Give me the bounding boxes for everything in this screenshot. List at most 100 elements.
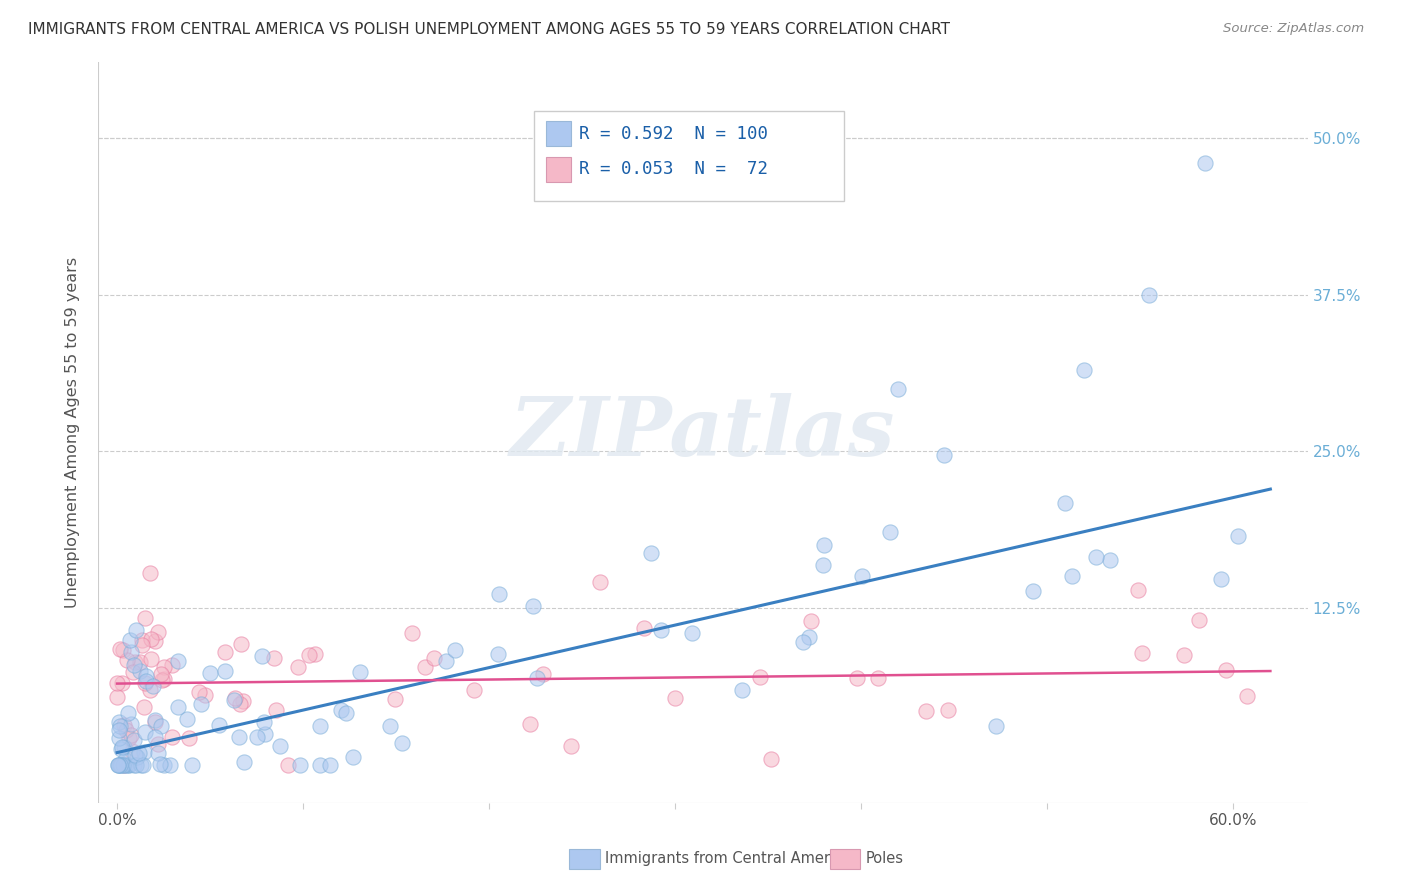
Point: [526, 671, 548, 685]
Point: [153, 758, 176, 772]
Point: [176, 713, 198, 727]
Point: [800, 614, 823, 628]
Point: [560, 739, 582, 753]
Point: [232, 694, 254, 708]
Point: [160, 730, 183, 744]
Point: [287, 660, 309, 674]
Point: [488, 587, 510, 601]
Point: [146, 625, 169, 640]
Point: [139, 652, 162, 666]
Point: [134, 724, 156, 739]
Point: [108, 723, 131, 737]
Point: [143, 714, 166, 729]
Point: [105, 690, 128, 705]
Point: [131, 639, 153, 653]
Point: [1098, 552, 1121, 566]
Point: [132, 745, 155, 759]
Point: [486, 647, 509, 661]
Point: [1215, 663, 1237, 677]
Point: [135, 669, 157, 683]
Point: [110, 742, 132, 756]
Point: [110, 758, 132, 772]
Text: Immigrants from Central America: Immigrants from Central America: [605, 852, 851, 866]
Point: [120, 717, 142, 731]
Text: Source: ZipAtlas.com: Source: ZipAtlas.com: [1223, 22, 1364, 36]
Point: [1139, 287, 1161, 301]
Point: [811, 558, 834, 573]
Point: [378, 718, 401, 732]
Point: [122, 657, 145, 672]
Point: [1062, 568, 1084, 582]
Point: [112, 758, 135, 772]
Text: Poles: Poles: [866, 852, 904, 866]
Point: [349, 665, 371, 679]
Text: IMMIGRANTS FROM CENTRAL AMERICA VS POLISH UNEMPLOYMENT AMONG AGES 55 TO 59 YEARS: IMMIGRANTS FROM CENTRAL AMERICA VS POLIS…: [28, 22, 950, 37]
Point: [146, 746, 169, 760]
Point: [112, 758, 135, 772]
Point: [304, 647, 326, 661]
Point: [120, 645, 142, 659]
Point: [143, 713, 166, 727]
Text: R = 0.592  N = 100: R = 0.592 N = 100: [579, 125, 768, 143]
Point: [107, 758, 129, 772]
Point: [222, 693, 245, 707]
Text: R = 0.053  N =  72: R = 0.053 N = 72: [579, 161, 768, 178]
Point: [134, 610, 156, 624]
Point: [111, 758, 134, 772]
Point: [125, 758, 148, 772]
Point: [112, 718, 135, 732]
Point: [105, 676, 128, 690]
Point: [1194, 156, 1216, 170]
Point: [121, 744, 143, 758]
Point: [118, 758, 141, 772]
Point: [797, 630, 820, 644]
Point: [633, 621, 655, 635]
Point: [153, 660, 176, 674]
Point: [120, 728, 142, 742]
Point: [650, 623, 672, 637]
Point: [117, 758, 139, 772]
Point: [879, 525, 901, 540]
Point: [277, 758, 299, 772]
Point: [150, 673, 173, 687]
Point: [122, 733, 145, 747]
Point: [887, 382, 910, 396]
Point: [138, 683, 160, 698]
Point: [129, 665, 152, 679]
Point: [143, 634, 166, 648]
Point: [111, 643, 134, 657]
Point: [335, 706, 357, 721]
Point: [463, 683, 485, 698]
Point: [228, 697, 250, 711]
Point: [288, 758, 311, 772]
Point: [129, 655, 152, 669]
Point: [1188, 613, 1211, 627]
Point: [112, 739, 135, 754]
Point: [228, 730, 250, 744]
Point: [401, 626, 423, 640]
Point: [139, 632, 162, 646]
Point: [391, 736, 413, 750]
Point: [114, 723, 136, 737]
Point: [1130, 647, 1153, 661]
Point: [224, 690, 246, 705]
Point: [522, 599, 544, 613]
Point: [233, 755, 256, 769]
Point: [139, 566, 162, 580]
Point: [1211, 572, 1233, 586]
Point: [142, 679, 165, 693]
Point: [129, 758, 152, 772]
Point: [111, 676, 134, 690]
Point: [342, 750, 364, 764]
Point: [434, 654, 457, 668]
Point: [124, 758, 146, 772]
Point: [423, 651, 446, 665]
Point: [1126, 582, 1149, 597]
Text: ZIPatlas: ZIPatlas: [510, 392, 896, 473]
Point: [868, 671, 890, 685]
Point: [1226, 529, 1249, 543]
Point: [269, 739, 291, 754]
Point: [1173, 648, 1195, 663]
Point: [124, 655, 146, 669]
Point: [1236, 690, 1258, 704]
